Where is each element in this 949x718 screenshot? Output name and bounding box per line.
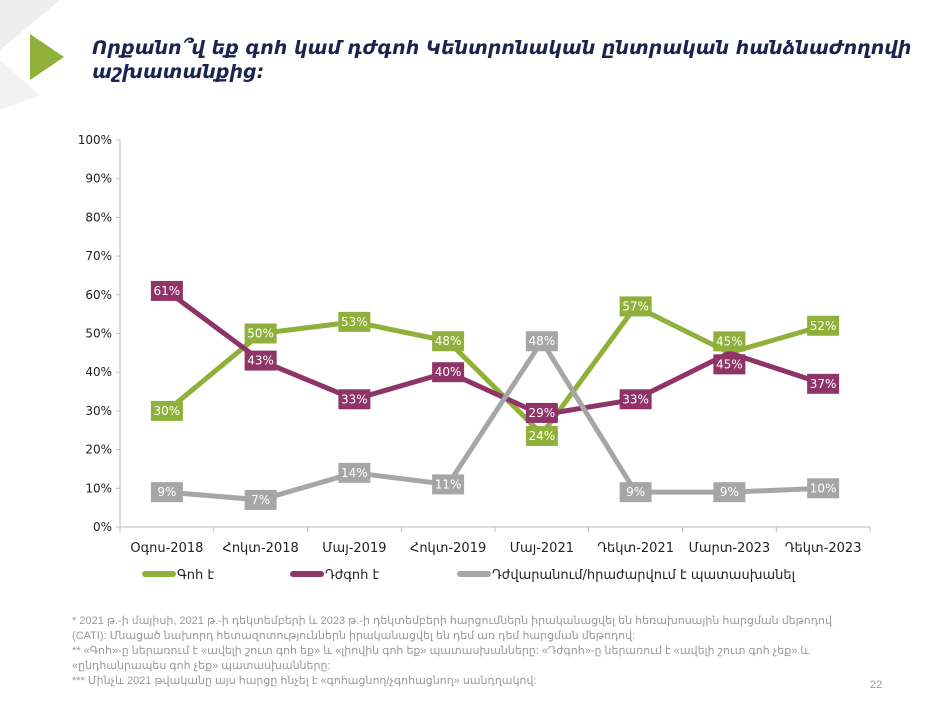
data-label: 9% (626, 485, 645, 499)
data-label-box (525, 331, 558, 352)
data-label: 48% (435, 334, 462, 348)
slide-title: Որքանո՞վ եք գոհ կամ դժգոհ Կենտրոնական ըն… (92, 37, 912, 83)
data-label-box (150, 400, 183, 421)
data-label-box (807, 315, 840, 336)
data-label-box (150, 482, 183, 503)
y-tick-label: 10% (85, 481, 112, 495)
data-label: 30% (154, 404, 181, 418)
data-label: 45% (716, 357, 743, 371)
y-tick-label: 0% (93, 520, 112, 534)
data-label-box (244, 323, 277, 344)
y-tick-label: 50% (85, 327, 112, 341)
data-label-box (525, 425, 558, 446)
data-label: 29% (529, 406, 556, 420)
data-label-box (619, 296, 652, 317)
data-label: 37% (810, 377, 837, 391)
data-label-box (807, 373, 840, 394)
data-label: 33% (341, 392, 368, 406)
y-tick-label: 100% (78, 133, 112, 147)
y-tick-label: 60% (85, 288, 112, 302)
data-label-box (525, 402, 558, 423)
x-tick-label: Մայ-2019 (322, 541, 386, 556)
data-label: 53% (341, 315, 368, 329)
data-label-box (713, 331, 746, 352)
green-triangle-icon (30, 34, 64, 80)
x-tick-label: Դեկտ-2023 (785, 541, 862, 556)
data-label: 11% (435, 477, 462, 491)
data-label: 9% (157, 485, 176, 499)
data-label: 33% (622, 392, 649, 406)
y-tick-label: 90% (85, 172, 112, 186)
data-label-box (807, 478, 840, 499)
data-label: 50% (247, 327, 274, 341)
footnote: ** «Գոհ»-ը ներառում է «ավելի շուտ գոհ եք… (72, 645, 810, 672)
line-chart: 0% 10% 20% 30% 40% 50% 60% 70% 80% 90% 100% Օգոս-20… (78, 133, 871, 583)
x-tick-label: Հոկտ-2018 (223, 541, 299, 556)
data-label: 57% (622, 299, 649, 313)
data-label-box (338, 462, 371, 483)
y-tick-label: 70% (85, 249, 112, 263)
x-tick-label: Հոկտ-2019 (410, 541, 486, 556)
legend-label: Գոհ է (177, 568, 214, 583)
data-label-box (619, 482, 652, 503)
y-tick-label: 20% (85, 443, 112, 457)
x-tick-label: Դեկտ-2021 (597, 541, 674, 556)
data-label: 45% (716, 334, 743, 348)
footnote: *** Մինչև 2021 թվականը այս հարցը հնչել է… (72, 675, 537, 687)
data-label-box (432, 362, 465, 383)
data-label-box (244, 350, 277, 371)
data-label: 10% (810, 481, 837, 495)
y-tick-label: 40% (85, 365, 112, 379)
data-label-box (619, 389, 652, 410)
footnote: * 2021 թ.-ի մայիսի, 2021 թ.-ի դեկտեմբերի… (72, 615, 832, 642)
data-label: 9% (720, 485, 739, 499)
data-label: 43% (247, 354, 274, 368)
y-tick-label: 80% (85, 210, 112, 224)
data-label-box (338, 311, 371, 332)
data-label-box (432, 331, 465, 352)
data-label: 48% (529, 334, 556, 348)
data-label-box (713, 482, 746, 503)
legend-label: Դժվարանում/հրաժարվում է պատասխանել (492, 568, 796, 583)
data-label: 7% (251, 493, 270, 507)
data-label: 52% (810, 319, 837, 333)
footnotes: * 2021 թ.-ի մայիսի, 2021 թ.-ի դեկտեմբերի… (72, 614, 852, 689)
data-label-box (150, 280, 183, 301)
data-label: 24% (529, 429, 556, 443)
y-tick-label: 30% (85, 404, 112, 418)
data-label: 61% (154, 284, 181, 298)
x-tick-label: Մայ-2021 (510, 541, 574, 556)
slide-decoration (0, 0, 64, 110)
x-tick-label: Մարտ-2023 (689, 541, 771, 556)
data-label-box (244, 489, 277, 510)
data-label-box (432, 474, 465, 495)
x-tick-label: Օգոս-2018 (130, 541, 203, 556)
data-label-box (713, 354, 746, 375)
data-label: 40% (435, 365, 462, 379)
data-label: 14% (341, 466, 368, 480)
data-label-box (338, 389, 371, 410)
gray-shape (0, 60, 40, 110)
legend-label: Դժգոհ է (325, 568, 380, 583)
gray-corner-shape (0, 0, 60, 50)
page-number: 22 (870, 679, 883, 691)
